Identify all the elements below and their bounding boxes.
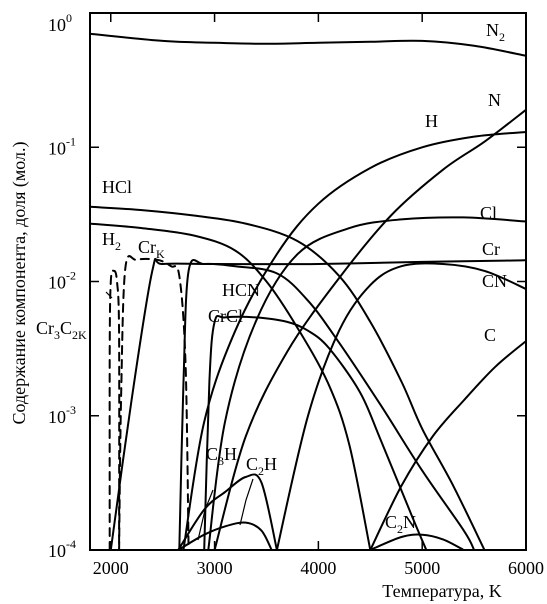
series-label-part: H xyxy=(224,444,237,464)
series-label-cr3c2k: Cr3C2K xyxy=(36,318,87,342)
series-line-crk xyxy=(118,255,190,551)
series-label-h: H xyxy=(425,111,438,131)
series-line-n xyxy=(213,108,527,551)
series-line-crcl xyxy=(203,314,428,551)
series-line-n2 xyxy=(89,32,527,57)
series-label-part: CN xyxy=(482,271,507,291)
y-tick-exponent: 0 xyxy=(66,11,72,25)
series-label-cl: Cl xyxy=(480,203,497,223)
y-tick-label: 10-3 xyxy=(48,403,76,427)
series-label-c3h: C3H xyxy=(206,444,237,468)
series-label-crcl: CrCl xyxy=(208,306,243,326)
series-label-part: Cr xyxy=(482,239,500,259)
y-tick-base: 10 xyxy=(48,273,66,293)
y-tick-exponent: -4 xyxy=(66,537,76,551)
y-axis-title: Содержание компонента, доля (мол.) xyxy=(9,142,30,425)
series-line-hcn xyxy=(178,259,476,551)
x-tick-label: 3000 xyxy=(197,558,233,578)
plot-frame xyxy=(89,12,527,551)
series-label-part: 2 xyxy=(115,239,121,253)
series-label-part: 2 xyxy=(397,522,403,536)
series-label-part: N xyxy=(486,20,499,40)
series-line-c3h xyxy=(177,473,278,551)
series-label-part: 3 xyxy=(218,454,224,468)
label-leader-lines xyxy=(105,291,254,541)
series-label-part: Cr xyxy=(138,237,156,257)
label-leader-line xyxy=(197,489,214,541)
y-tick-label: 10-1 xyxy=(48,134,76,158)
y-tick-exponent: -2 xyxy=(66,269,76,283)
x-tick-label: 5000 xyxy=(404,558,440,578)
series-label-part: 2 xyxy=(499,30,505,44)
series-label-part: C xyxy=(246,454,258,474)
y-tick-base: 10 xyxy=(48,138,66,158)
series-label-part: HCN xyxy=(222,280,260,300)
y-tick-label: 10-4 xyxy=(48,537,76,561)
label-leader-line xyxy=(105,291,113,299)
series-label-c2h: C2H xyxy=(246,454,277,478)
series-line-c xyxy=(369,340,527,551)
label-leader-line xyxy=(239,478,254,526)
series-label-part: 3 xyxy=(54,328,60,342)
series-label-h2: H2 xyxy=(102,229,121,253)
series-label-part: C xyxy=(60,318,72,338)
series-label-cn: CN xyxy=(482,271,507,291)
series-label-part: 2 xyxy=(258,464,264,478)
x-tick-label: 4000 xyxy=(300,558,336,578)
series-label-part: 2K xyxy=(72,328,87,342)
series-line-hcl xyxy=(89,205,486,551)
series-label-part: H xyxy=(102,229,115,249)
series-label-part: K xyxy=(156,247,165,261)
series-label-hcn: HCN xyxy=(222,280,260,300)
y-tick-base: 10 xyxy=(48,407,66,427)
series-line-h xyxy=(182,131,527,551)
series-label-part: CrCl xyxy=(208,306,243,326)
series-label-c2n: C2N xyxy=(385,512,416,536)
series-label-part: C xyxy=(385,512,397,532)
series-label-part: C xyxy=(484,325,496,345)
series-label-part: N xyxy=(403,512,416,532)
x-tick-labels: 2000 3000 4000 5000 6000 xyxy=(93,558,544,578)
series-label-part: N xyxy=(488,90,501,110)
series-label-part: Cl xyxy=(480,203,497,223)
series-line-cn xyxy=(275,262,527,551)
y-tick-exponent: -3 xyxy=(66,403,76,417)
series-label-part: HCl xyxy=(102,177,132,197)
y-tick-exponent: -1 xyxy=(66,134,76,148)
series-label-cr: Cr xyxy=(482,239,500,259)
x-tick-label: 2000 xyxy=(93,558,129,578)
series-label-n: N xyxy=(488,90,501,110)
series-label-part: Cr xyxy=(36,318,54,338)
y-tick-label: 100 xyxy=(48,11,72,35)
series-curves xyxy=(89,32,527,551)
series-label-c: C xyxy=(484,325,496,345)
series-line-h2 xyxy=(89,222,372,551)
series-label-part: H xyxy=(425,111,438,131)
series-line-c2n xyxy=(369,533,465,551)
series-label-n2: N2 xyxy=(486,20,505,44)
series-label-hcl: HCl xyxy=(102,177,132,197)
x-tick-label: 6000 xyxy=(508,558,544,578)
series-line-cl xyxy=(207,216,527,551)
series-label-crk: CrK xyxy=(138,237,165,261)
y-tick-base: 10 xyxy=(48,541,66,561)
y-tick-base: 10 xyxy=(48,15,66,35)
series-label-part: C xyxy=(206,444,218,464)
series-label-part: H xyxy=(264,454,277,474)
series-line-cr3c2k xyxy=(108,269,121,551)
x-axis-title: Температура, K xyxy=(382,581,501,601)
axis-ticks xyxy=(90,12,527,551)
series-line-c2h xyxy=(177,521,273,551)
y-tick-label: 10-2 xyxy=(48,269,76,293)
